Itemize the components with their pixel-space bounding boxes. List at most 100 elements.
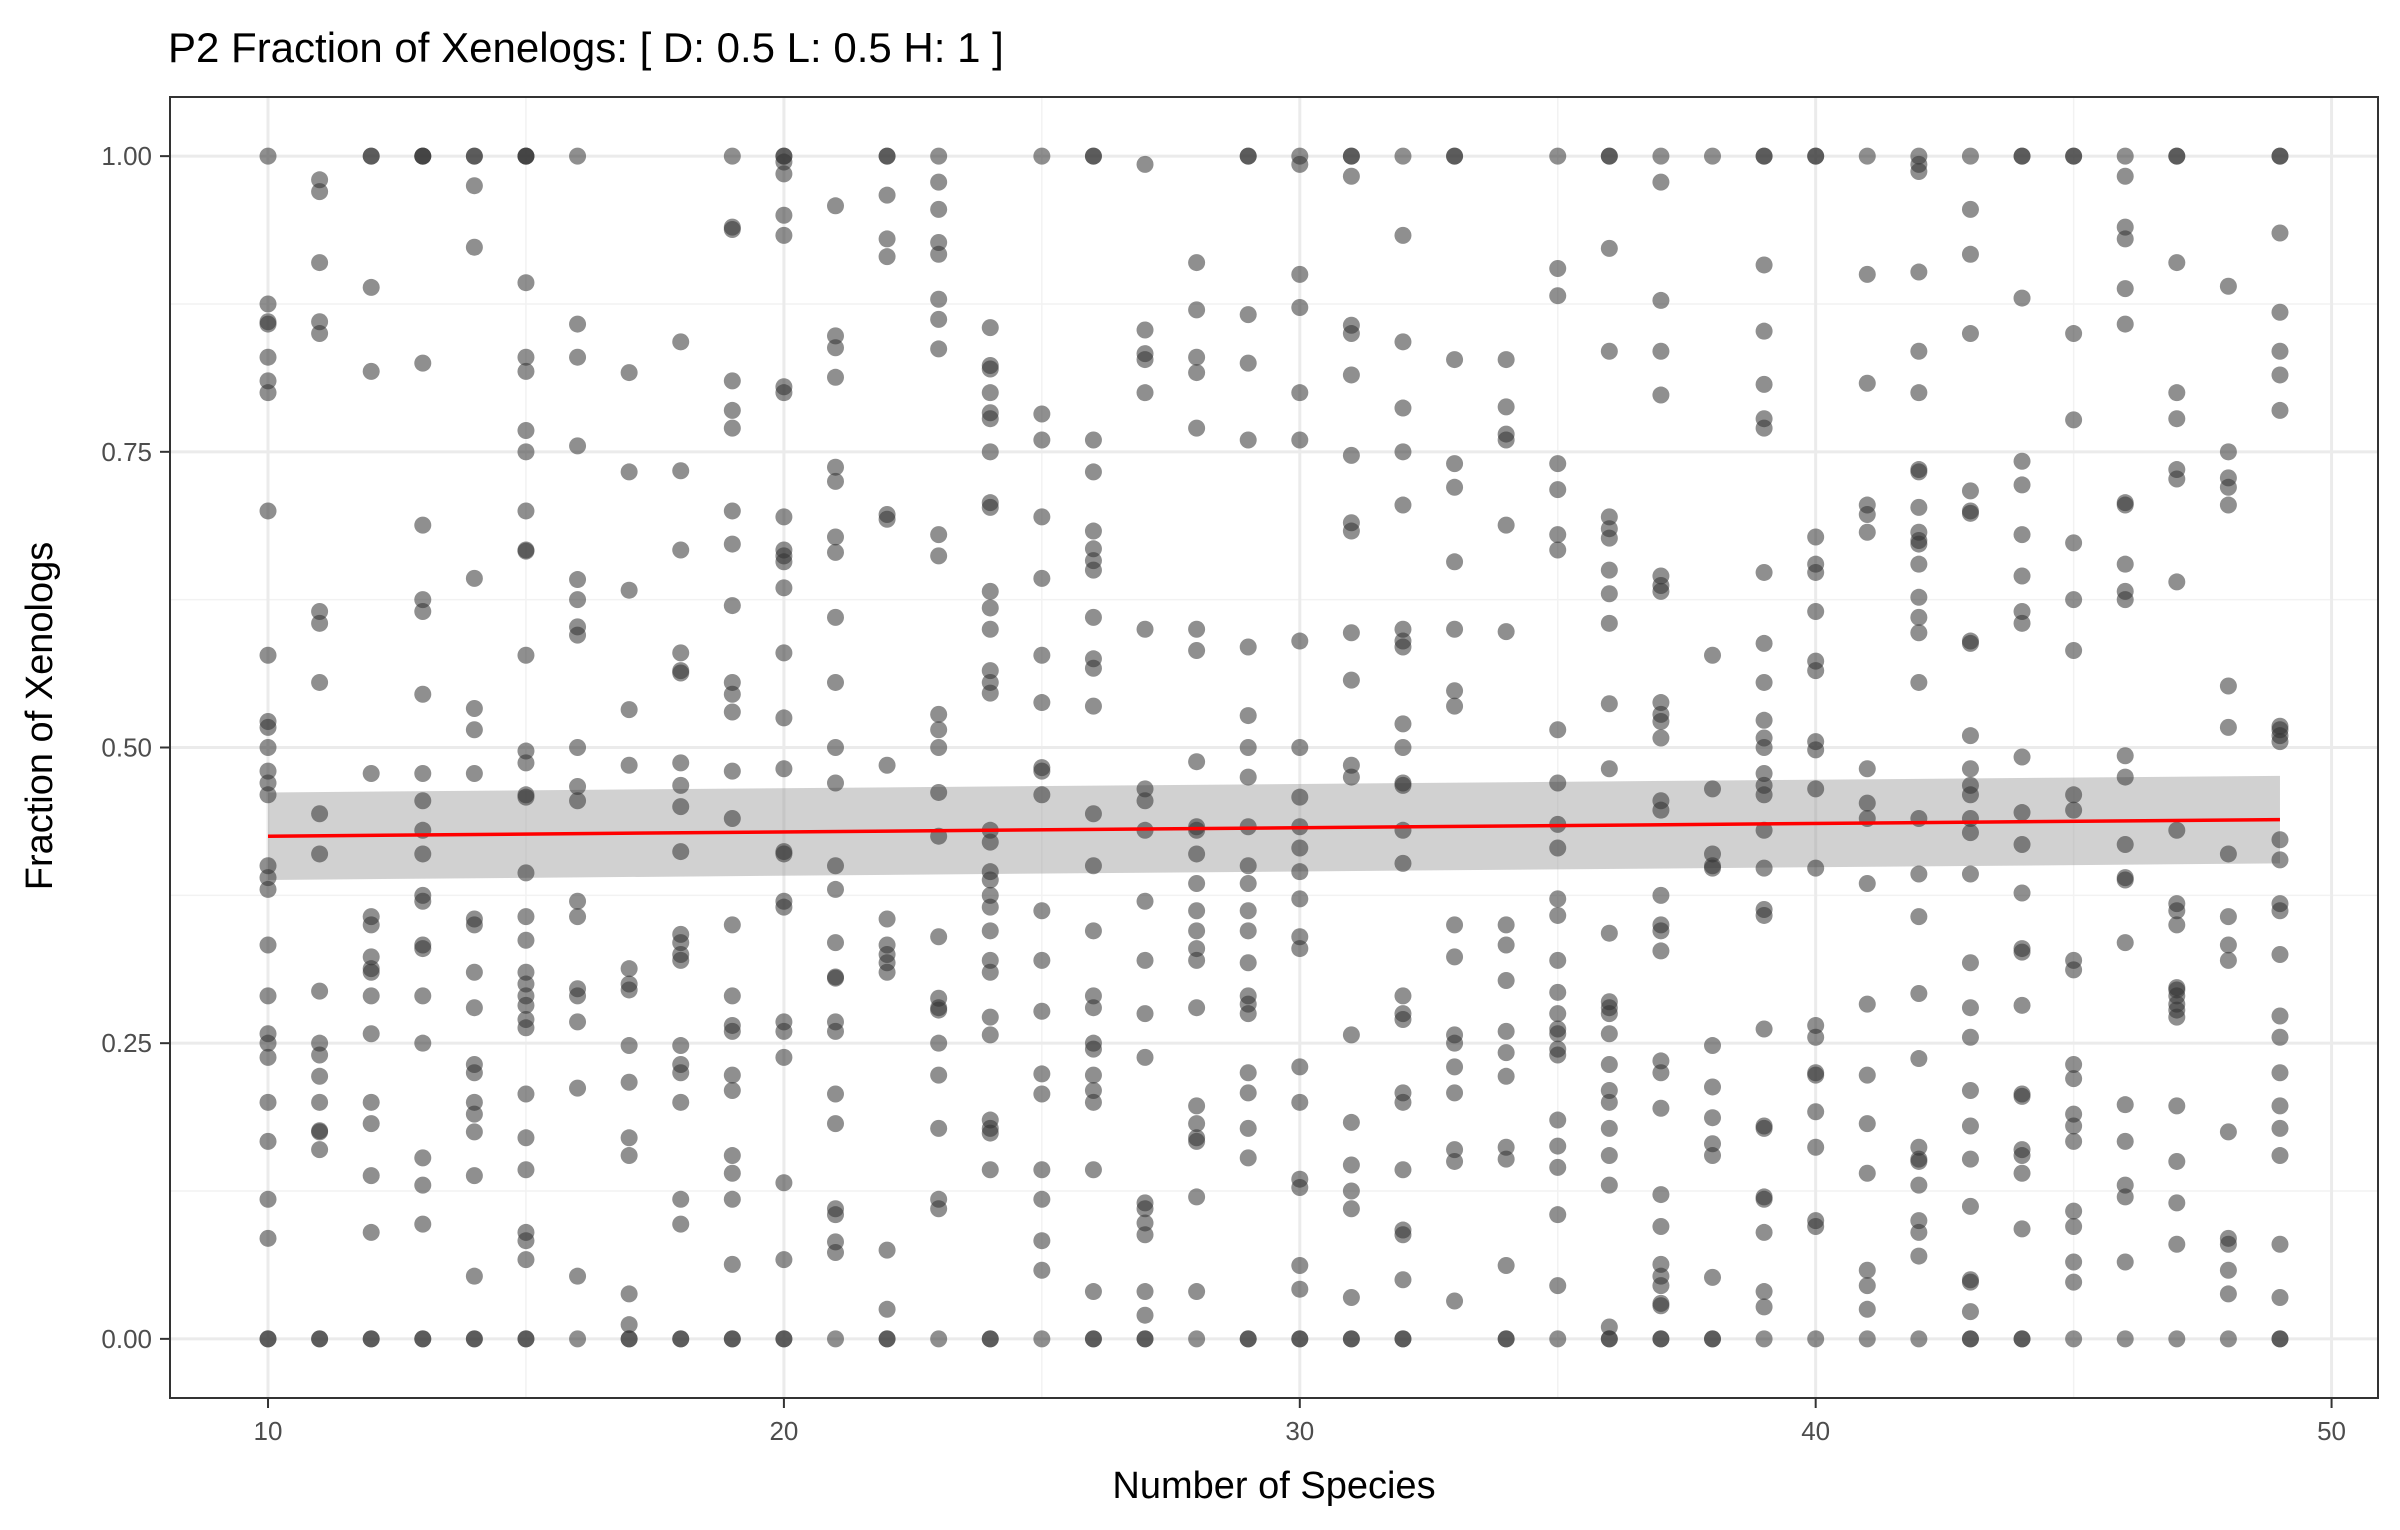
data-point [259, 295, 277, 313]
data-point [1961, 1197, 1979, 1215]
data-point [2116, 591, 2134, 609]
data-point [1394, 715, 1412, 733]
data-point [1084, 1330, 1102, 1348]
data-point [311, 1046, 329, 1064]
data-point [2219, 443, 2237, 461]
data-point [1084, 1093, 1102, 1111]
data-point [2219, 718, 2237, 736]
data-point [2065, 147, 2083, 165]
data-point [1394, 443, 1412, 461]
data-point [1704, 646, 1722, 664]
data-point [259, 786, 277, 804]
data-point [930, 721, 948, 739]
data-point [259, 1034, 277, 1052]
data-point [620, 756, 638, 774]
data-point [1961, 634, 1979, 652]
data-point [1910, 1223, 1928, 1241]
data-point [517, 1019, 535, 1037]
data-point [1807, 1066, 1825, 1084]
data-point [1446, 1084, 1464, 1102]
data-point [981, 1008, 999, 1026]
data-point [517, 1085, 535, 1103]
data-point [2116, 1132, 2134, 1150]
data-point [1755, 634, 1773, 652]
data-point [620, 1037, 638, 1055]
data-point [465, 916, 483, 934]
data-point [2271, 1007, 2289, 1025]
data-point [723, 220, 741, 238]
data-point [1755, 147, 1773, 165]
data-point [2116, 871, 2134, 889]
data-point [362, 916, 380, 934]
data-point [826, 1206, 844, 1224]
data-point [1807, 859, 1825, 877]
data-point [620, 1073, 638, 1091]
data-point [1858, 1277, 1876, 1295]
data-point [1291, 863, 1309, 881]
data-point [2013, 476, 2031, 494]
data-point [1446, 478, 1464, 496]
data-point [620, 701, 638, 719]
data-point [517, 542, 535, 560]
data-point [1033, 902, 1051, 920]
data-point [2013, 602, 2031, 620]
data-point [311, 1093, 329, 1111]
data-point [1652, 1297, 1670, 1315]
data-point [2168, 1152, 2186, 1170]
data-point [2116, 1253, 2134, 1271]
data-point [981, 360, 999, 378]
data-point [2013, 996, 2031, 1014]
data-point [311, 313, 329, 331]
data-point [2219, 1235, 2237, 1253]
data-point [1394, 739, 1412, 756]
data-point [723, 1330, 741, 1348]
data-point [1342, 624, 1360, 642]
data-point [1652, 694, 1670, 712]
data-point [1084, 805, 1102, 823]
data-point [1084, 659, 1102, 677]
data-point [981, 922, 999, 940]
data-point [2065, 1202, 2083, 1220]
data-point [981, 871, 999, 889]
data-point [2065, 642, 2083, 660]
data-point [2065, 1218, 2083, 1236]
data-point [775, 226, 793, 244]
data-point [1291, 384, 1309, 402]
data-point [1549, 983, 1567, 1001]
data-point [1910, 1247, 1928, 1265]
data-point [1239, 768, 1257, 786]
data-point [1497, 1022, 1515, 1040]
data-point [1755, 375, 1773, 393]
data-point [1755, 859, 1773, 877]
data-point [1600, 1055, 1618, 1073]
data-point [1600, 561, 1618, 579]
data-point [1858, 1261, 1876, 1279]
data-point [930, 1119, 948, 1137]
data-point [1033, 1261, 1051, 1279]
data-point [517, 646, 535, 664]
data-point [1652, 1277, 1670, 1295]
data-point [1291, 739, 1309, 756]
data-point [2013, 943, 2031, 961]
data-point [1084, 463, 1102, 481]
data-point [1704, 859, 1722, 877]
data-point [620, 1316, 638, 1334]
data-point [723, 685, 741, 703]
data-point [2116, 167, 2134, 185]
data-point [2065, 801, 2083, 819]
data-point [620, 364, 638, 382]
data-point [775, 165, 793, 183]
data-point [1652, 1052, 1670, 1070]
data-point [1600, 1081, 1618, 1099]
data-point [1910, 342, 1928, 360]
data-point [569, 437, 587, 455]
data-point [1033, 1190, 1051, 1208]
data-point [362, 1330, 380, 1348]
data-point [1291, 155, 1309, 173]
data-point [2271, 366, 2289, 384]
data-point [930, 739, 948, 756]
data-point [1910, 1176, 1928, 1194]
data-point [2013, 1220, 2031, 1238]
data-point [2116, 835, 2134, 853]
y-axis: 0.00 0.25 0.50 0.75 1.00 [101, 141, 170, 1354]
